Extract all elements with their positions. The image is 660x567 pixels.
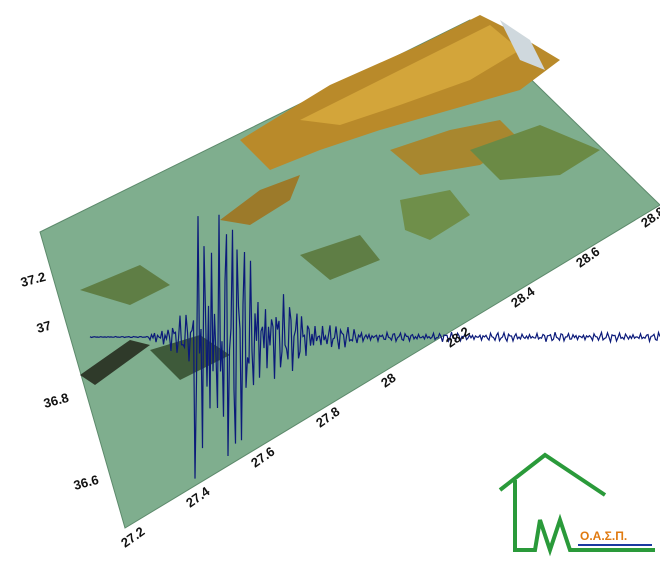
longitude-label: 28 xyxy=(378,370,398,391)
latitude-label: 37.2 xyxy=(19,269,47,290)
logo-house xyxy=(513,480,655,557)
latitude-label: 36.8 xyxy=(42,390,70,411)
latitude-label: 37 xyxy=(35,318,53,336)
logo-roof xyxy=(498,452,607,497)
logo: Ο.Α.Σ.Π. xyxy=(498,452,655,557)
seismogram xyxy=(89,214,660,479)
latitude-label: 36.6 xyxy=(72,472,100,493)
longitude-label: 27.2 xyxy=(118,524,147,551)
logo-text: Ο.Α.Σ.Π. xyxy=(580,529,627,543)
